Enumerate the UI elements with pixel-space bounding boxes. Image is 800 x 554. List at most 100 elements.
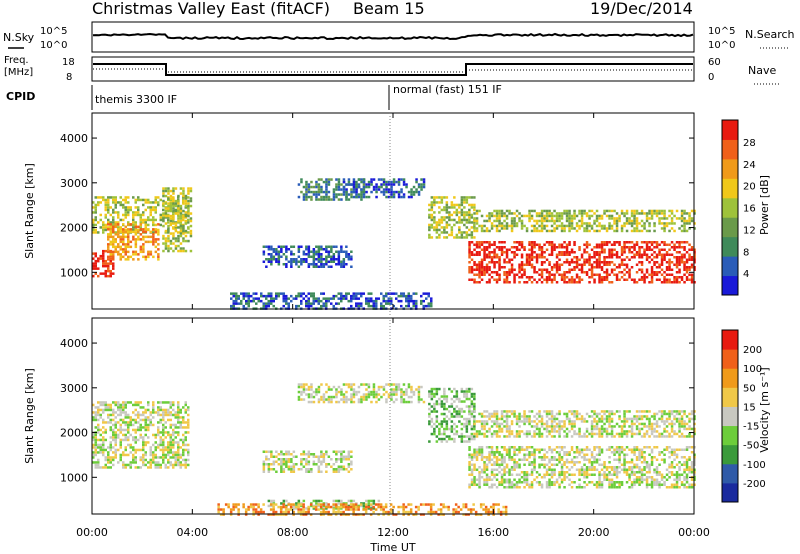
power-cell xyxy=(485,214,489,218)
velocity-cell xyxy=(590,481,594,484)
velocity-cell xyxy=(458,397,461,401)
power-cell xyxy=(172,192,175,195)
power-cell xyxy=(317,255,321,258)
power-cell xyxy=(297,183,301,186)
velocity-cell xyxy=(415,388,418,391)
power-cell xyxy=(317,302,320,305)
power-cell xyxy=(177,231,180,234)
velocity-cell xyxy=(510,466,514,469)
velocity-cell xyxy=(445,440,449,443)
velocity-cell xyxy=(177,413,180,417)
velocity-cell xyxy=(648,463,651,466)
power-cell xyxy=(112,253,115,256)
power-cell xyxy=(465,233,469,237)
velocity-cell xyxy=(325,453,328,456)
power-cell xyxy=(508,268,511,271)
power-cell xyxy=(605,271,609,274)
power-cell xyxy=(282,299,285,303)
velocity-cell xyxy=(104,438,107,442)
velocity-cell xyxy=(400,395,403,399)
power-cell xyxy=(670,241,674,244)
power-cell xyxy=(182,232,185,235)
power-cell xyxy=(362,185,366,189)
velocity-cell xyxy=(174,416,177,419)
power-cell xyxy=(152,231,155,234)
velocity-cell xyxy=(99,466,102,469)
velocity-cell xyxy=(428,420,431,423)
power-cell xyxy=(287,302,290,305)
velocity-cell xyxy=(478,476,481,479)
power-cell xyxy=(523,268,526,271)
velocity-cell xyxy=(124,436,127,439)
power-cell xyxy=(633,214,636,218)
velocity-cell xyxy=(598,458,601,461)
power-cell xyxy=(473,212,476,215)
velocity-cell xyxy=(490,453,494,456)
velocity-cell xyxy=(500,468,504,471)
velocity-cell xyxy=(448,437,451,441)
power-cell xyxy=(433,228,436,232)
power-cell xyxy=(107,208,110,212)
power-cell xyxy=(540,246,544,249)
power-cell xyxy=(330,198,333,201)
power-cell xyxy=(643,281,646,284)
power-cell xyxy=(325,195,328,199)
velocity-cell xyxy=(312,463,316,466)
power-cell xyxy=(117,213,120,217)
velocity-cell xyxy=(124,463,127,467)
power-cell xyxy=(257,299,260,303)
power-cell xyxy=(540,229,544,233)
velocity-cell xyxy=(458,415,461,418)
power-cell xyxy=(124,206,127,209)
velocity-cell xyxy=(500,473,504,476)
power-cell xyxy=(114,198,117,202)
velocity-cell xyxy=(132,411,135,414)
power-cell xyxy=(678,246,681,249)
power-cell xyxy=(658,222,661,225)
power-cell xyxy=(325,183,328,186)
velocity-cell xyxy=(112,428,115,432)
velocity-cell xyxy=(285,465,288,468)
power-cell xyxy=(560,278,564,281)
power-cell xyxy=(615,229,619,233)
power-cell xyxy=(137,235,140,239)
power-cell xyxy=(400,195,403,199)
power-cell xyxy=(480,268,484,271)
power-cell xyxy=(352,180,356,184)
power-cell xyxy=(518,266,521,269)
velocity-cell xyxy=(385,383,388,386)
power-cell xyxy=(590,276,594,279)
power-cell xyxy=(468,261,471,264)
velocity-cell xyxy=(585,448,589,451)
power-cell xyxy=(648,246,651,249)
power-cell xyxy=(422,304,425,308)
power-cell xyxy=(508,258,511,261)
power-cell xyxy=(560,214,564,218)
velocity-cell xyxy=(387,395,391,399)
velocity-cell xyxy=(417,398,421,401)
power-cell xyxy=(107,262,110,265)
power-cell xyxy=(147,228,150,231)
power-cell xyxy=(500,266,504,269)
power-cell xyxy=(675,246,679,249)
velocity-cell xyxy=(320,453,323,456)
velocity-cell xyxy=(618,453,621,456)
velocity-cell xyxy=(538,473,541,476)
velocity-cell xyxy=(159,448,162,452)
power-cell xyxy=(119,248,122,251)
power-cell xyxy=(645,241,649,244)
power-cell xyxy=(655,214,659,218)
power-cell xyxy=(680,258,684,261)
power-cell xyxy=(142,238,145,241)
velocity-cell xyxy=(102,438,105,442)
power-cell xyxy=(317,188,321,191)
velocity-cell xyxy=(465,425,469,428)
power-cell xyxy=(665,273,669,276)
power-cell xyxy=(255,297,258,300)
power-cell xyxy=(300,292,303,295)
velocity-cell xyxy=(157,443,160,447)
velocity-cell xyxy=(473,420,476,423)
power-cell xyxy=(558,214,561,218)
power-cell xyxy=(650,268,654,271)
power-cell xyxy=(620,229,624,233)
